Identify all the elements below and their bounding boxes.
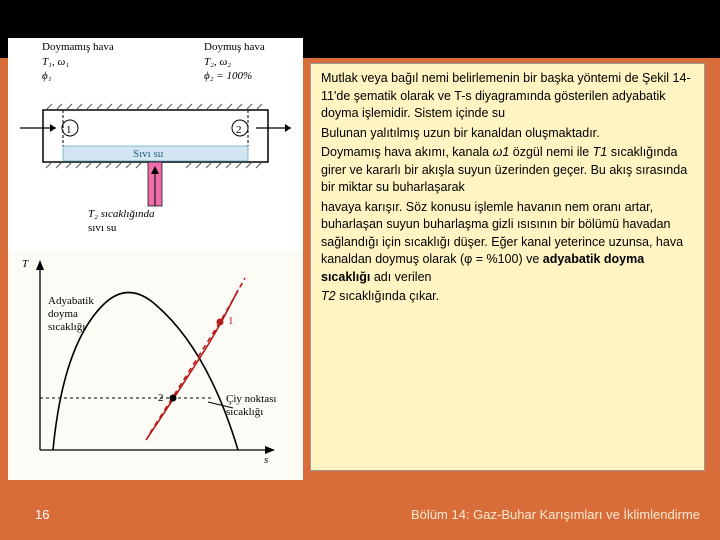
label-left-title: Doymamış hava: [42, 41, 114, 53]
p4c: adı verilen: [370, 270, 431, 284]
ts-diagram: T s Adyabatik doyma sıcaklığı 1 2 Çiy no…: [8, 250, 303, 480]
ts-x-axis: s: [264, 454, 268, 466]
p1-text: Mutlak veya bağıl nemi belirlemenin bir …: [321, 71, 691, 120]
p5-t2: T2: [321, 289, 336, 303]
label-node1: 1: [66, 124, 72, 136]
label-t1: T₁, ω₁: [42, 56, 69, 68]
para-2: Bulunan yalıtılmış uzun bir kanaldan olu…: [321, 125, 694, 143]
label-makeup1: T₂ sıcaklığında: [88, 208, 154, 220]
ts-dew1: Çiy noktası: [226, 393, 276, 405]
ts-left2: doyma: [48, 308, 78, 320]
schematic-svg: [8, 38, 303, 250]
schematic-diagram: Doymamış hava Doymuş hava T₁, ω₁ ϕ₁ T₂, …: [8, 38, 303, 250]
ts-node2: 2: [158, 392, 164, 404]
para-3: Doymamış hava akımı, kanala ω1 özgül nem…: [321, 144, 694, 197]
label-node2: 2: [236, 124, 242, 136]
p2-text: Bulunan yalıtılmış uzun bir kanaldan olu…: [321, 126, 600, 140]
ts-y-axis: T: [22, 258, 28, 270]
para-4: havaya karışır. Söz konusu işlemle havan…: [321, 199, 694, 287]
description-panel: Mutlak veya bağıl nemi belirlemenin bir …: [310, 63, 705, 471]
label-makeup2: sıvı su: [88, 222, 116, 234]
para-1: Mutlak veya bağıl nemi belirlemenin bir …: [321, 70, 694, 123]
ts-node1: 1: [228, 315, 234, 327]
p3-omega: ω1: [493, 145, 510, 159]
p5b: sıcaklığında çıkar.: [336, 289, 440, 303]
label-liquid: Sıvı su: [133, 148, 163, 160]
p3a: Doymamış hava akımı, kanala: [321, 145, 493, 159]
ts-dew2: sıcaklığı: [226, 406, 263, 418]
ts-left3: sıcaklığı: [48, 321, 85, 333]
label-right-title: Doymuş hava: [204, 41, 265, 53]
label-t2: T₂, ω₂: [204, 56, 231, 68]
ts-svg: [8, 250, 303, 480]
p3b: özgül nemi ile: [509, 145, 592, 159]
ts-left1: Adyabatik: [48, 295, 94, 307]
para-5: T2 sıcaklığında çıkar.: [321, 288, 694, 306]
label-phi1: ϕ₁: [42, 70, 52, 82]
label-phi2: ϕ₂ = 100%: [204, 70, 252, 82]
chapter-title: Bölüm 14: Gaz-Buhar Karışımları ve İklim…: [411, 507, 700, 522]
page-number: 16: [35, 507, 49, 522]
p3-t1: T1: [593, 145, 608, 159]
diagrams-panel: Doymamış hava Doymuş hava T₁, ω₁ ϕ₁ T₂, …: [8, 38, 303, 480]
